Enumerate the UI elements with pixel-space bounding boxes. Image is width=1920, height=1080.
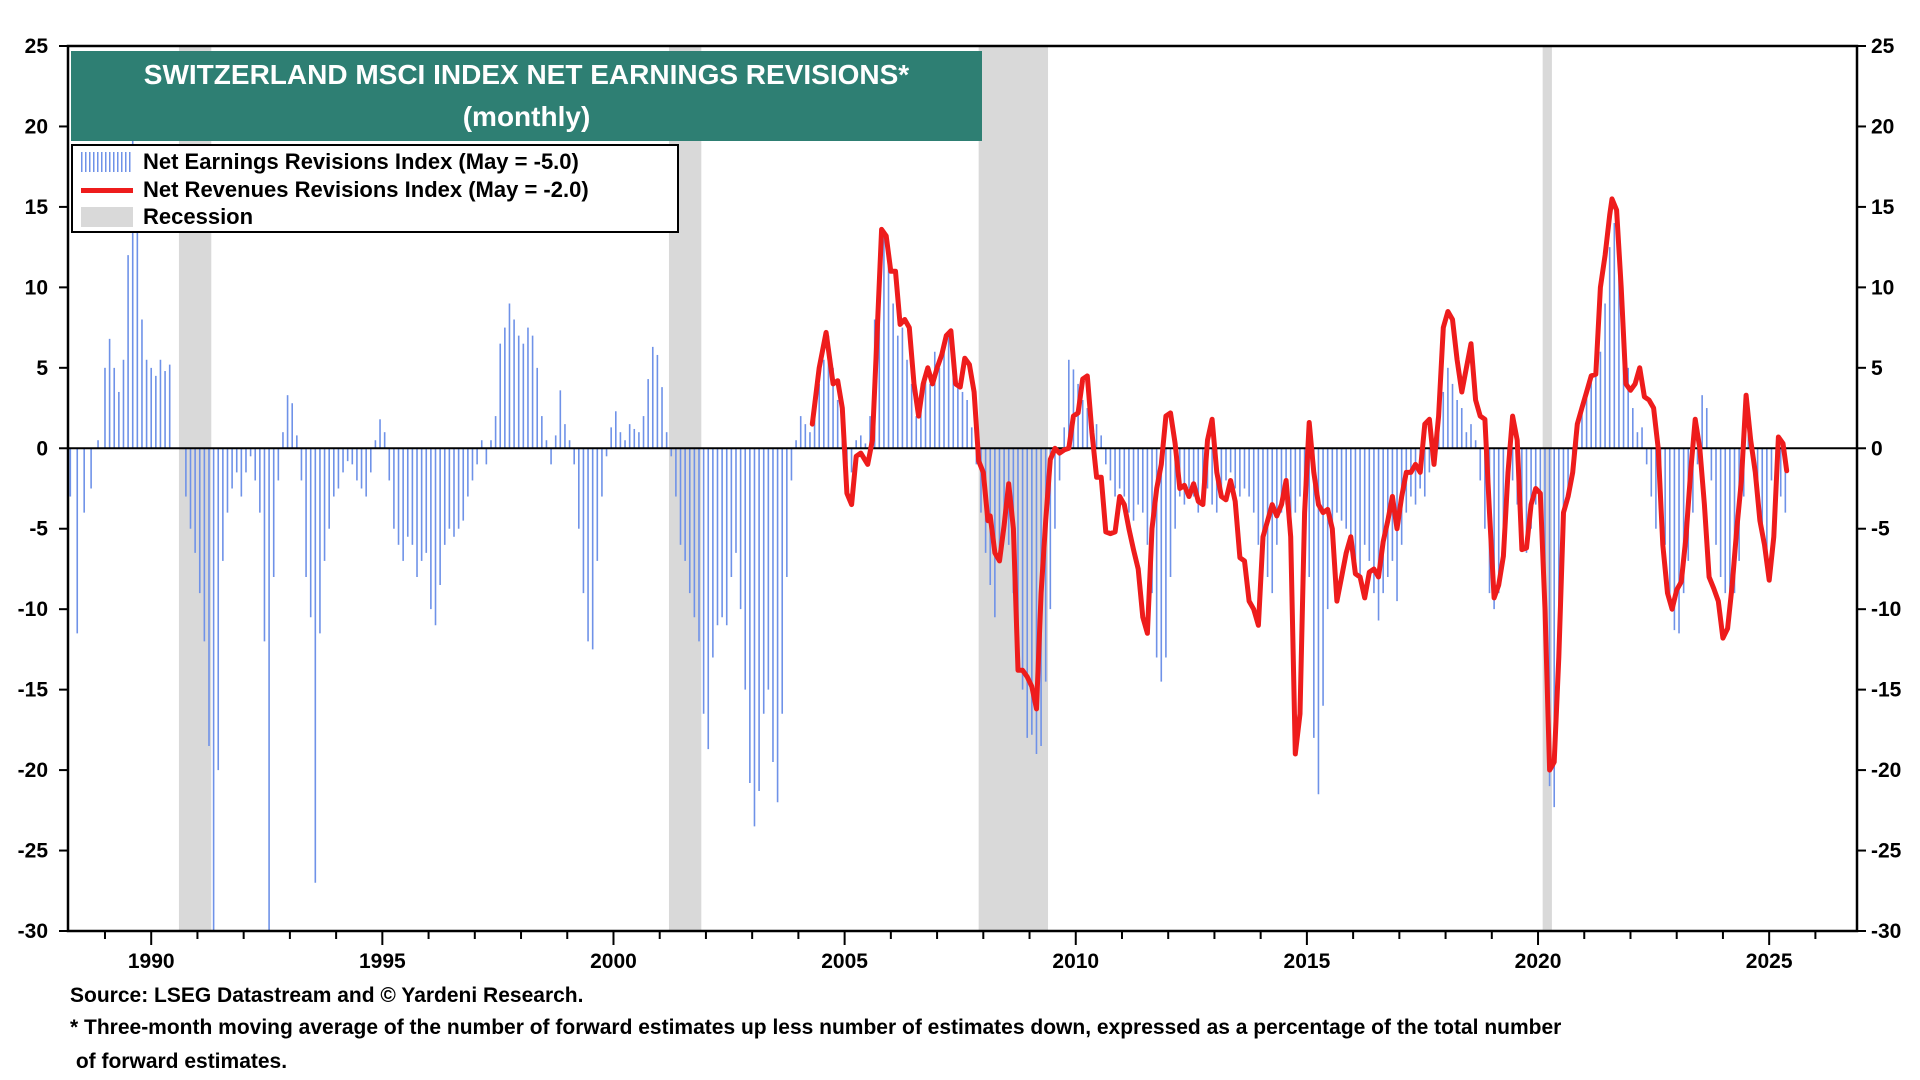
x-axis: 1990 1995 2000 2005 2010 2015 2020 2025 bbox=[103, 931, 1817, 973]
footnote-line-2: of forward estimates. bbox=[70, 1050, 288, 1073]
y-axis-left: 25 20 15 10 5 0 -5 -10 -15 -20 -25 -30 bbox=[18, 35, 68, 943]
legend-swatch-recession bbox=[81, 207, 133, 227]
legend-item-recession: Recession bbox=[81, 204, 253, 230]
y-tick-label-left: 25 bbox=[25, 35, 49, 58]
y-tick-label-right: -25 bbox=[1871, 840, 1902, 863]
y-tick-label-left: -15 bbox=[18, 679, 49, 702]
x-tick-label: 1995 bbox=[359, 950, 406, 973]
legend-label-recession: Recession bbox=[143, 204, 254, 229]
legend: Net Earnings Revisions Index (May = -5.0… bbox=[71, 144, 679, 233]
y-tick-label-left: -20 bbox=[18, 759, 48, 782]
plot-frame bbox=[66, 44, 1859, 933]
source-note: Source: LSEG Datastream and © Yardeni Re… bbox=[70, 984, 584, 1007]
legend-swatch-line bbox=[81, 187, 133, 193]
revenues-line bbox=[809, 196, 1790, 773]
y-tick-label-left: 0 bbox=[36, 437, 48, 460]
y-tick-label-right: 5 bbox=[1871, 357, 1883, 380]
y-tick-label-right: -10 bbox=[1871, 598, 1901, 621]
revenues-line-group bbox=[809, 196, 1790, 773]
legend-label-revenues: Net Revenues Revisions Index (May = -2.0… bbox=[143, 177, 589, 202]
x-tick-label: 1990 bbox=[128, 950, 175, 973]
x-tick-label: 2015 bbox=[1284, 950, 1331, 973]
y-tick-label-right: -15 bbox=[1871, 679, 1902, 702]
chart-subtitle: (monthly) bbox=[462, 101, 591, 132]
y-tick-label-right: 15 bbox=[1871, 196, 1895, 219]
chart-title-box: SWITZERLAND MSCI INDEX NET EARNINGS REVI… bbox=[71, 51, 982, 141]
y-tick-label-right: -30 bbox=[1871, 920, 1901, 943]
legend-item-earnings: Net Earnings Revisions Index (May = -5.0… bbox=[81, 149, 579, 175]
y-tick-label-left: 5 bbox=[36, 357, 48, 380]
y-tick-label-left: 10 bbox=[25, 276, 48, 299]
y-tick-label-right: 10 bbox=[1871, 276, 1894, 299]
legend-item-revenues: Net Revenues Revisions Index (May = -2.0… bbox=[81, 177, 589, 203]
footnote-line-1: * Three-month moving average of the numb… bbox=[70, 1016, 1562, 1039]
legend-label-earnings: Net Earnings Revisions Index (May = -5.0… bbox=[143, 149, 579, 174]
y-tick-label-right: -5 bbox=[1871, 518, 1890, 541]
chart-title: SWITZERLAND MSCI INDEX NET EARNINGS REVI… bbox=[143, 59, 910, 90]
y-tick-label-right: 25 bbox=[1871, 35, 1895, 58]
x-tick-label: 2010 bbox=[1052, 950, 1099, 973]
y-tick-label-left: -25 bbox=[18, 840, 49, 863]
y-tick-label-left: -30 bbox=[18, 920, 48, 943]
x-tick-label: 2020 bbox=[1515, 950, 1562, 973]
y-tick-label-left: 15 bbox=[25, 196, 49, 219]
y-tick-label-left: -5 bbox=[29, 518, 48, 541]
recession-band-3 bbox=[1542, 46, 1552, 931]
legend-swatch-bars bbox=[81, 152, 133, 172]
x-tick-label: 2000 bbox=[590, 950, 637, 973]
y-tick-label-right: 20 bbox=[1871, 115, 1894, 138]
y-tick-label-left: -10 bbox=[18, 598, 48, 621]
y-tick-label-right: -20 bbox=[1871, 759, 1901, 782]
y-tick-label-right: 0 bbox=[1871, 437, 1883, 460]
y-tick-label-left: 20 bbox=[25, 115, 48, 138]
x-tick-label: 2005 bbox=[821, 950, 868, 973]
x-tick-label: 2025 bbox=[1746, 950, 1793, 973]
y-axis-right: 25 20 15 10 5 0 -5 -10 -15 -20 -25 -30 bbox=[1857, 35, 1902, 943]
